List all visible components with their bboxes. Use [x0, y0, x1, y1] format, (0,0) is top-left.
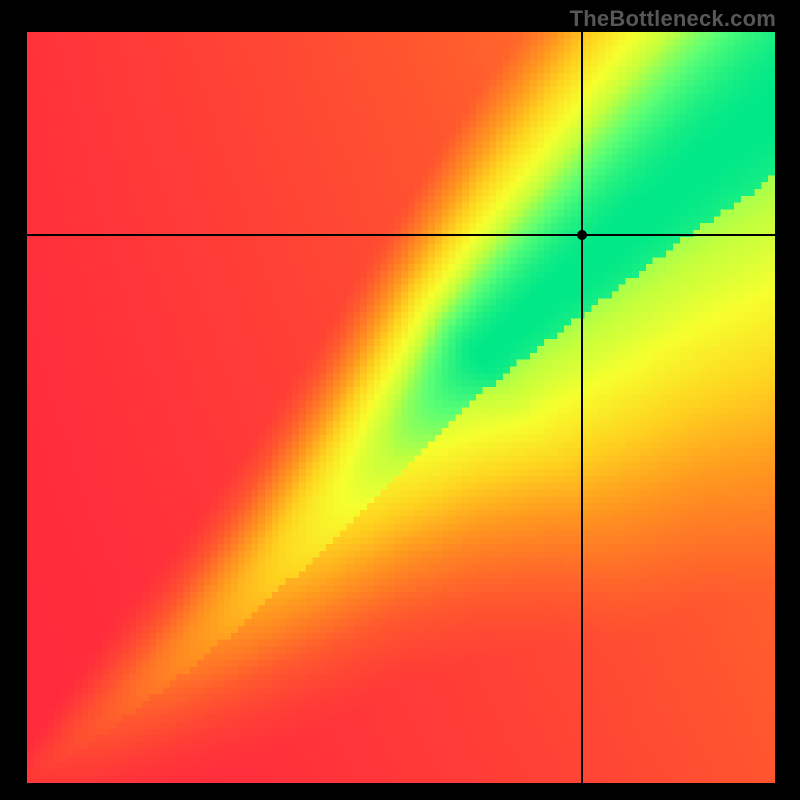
crosshair-vertical	[581, 32, 583, 783]
watermark-text: TheBottleneck.com	[570, 6, 776, 32]
crosshair-horizontal	[27, 234, 775, 236]
heatmap-canvas	[27, 32, 775, 783]
selection-marker	[577, 230, 587, 240]
bottleneck-heatmap	[27, 32, 775, 783]
